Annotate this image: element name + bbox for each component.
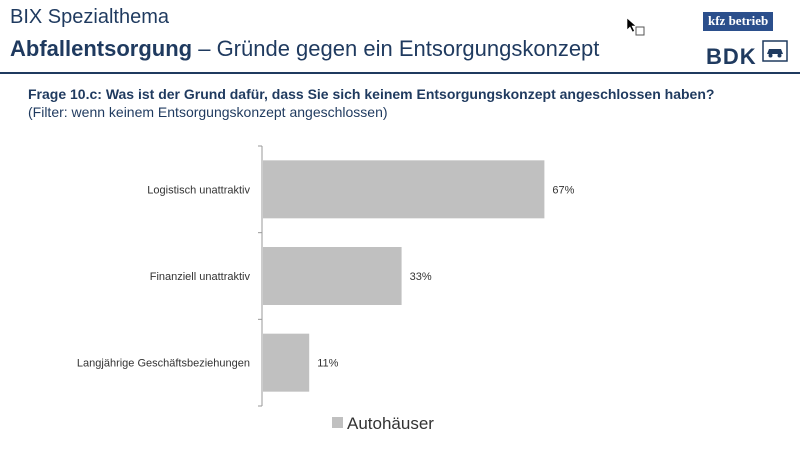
category-label: Logistisch unattraktiv	[147, 184, 250, 196]
chart-legend: Autohäuser	[332, 414, 434, 434]
value-label: 67%	[552, 184, 574, 196]
filter-text: (Filter: wenn keinem Entsorgungskonzept …	[28, 104, 388, 120]
bar-2	[263, 247, 402, 305]
bar-3	[263, 333, 310, 392]
bar-1	[263, 160, 545, 219]
legend-label: Autohäuser	[347, 414, 434, 433]
category-label: Langjährige Geschäftsbeziehungen	[77, 358, 250, 370]
bdk-car-icon	[762, 40, 788, 62]
legend-swatch	[332, 417, 343, 428]
header-subtitle: Abfallentsorgung – Gründe gegen ein Ents…	[10, 36, 599, 62]
kfz-betrieb-logo: kfz betrieb	[703, 12, 774, 31]
bdk-logo: BDK	[706, 44, 757, 69]
mouse-cursor-icon	[626, 17, 645, 36]
header-title: BIX Spezialthema	[10, 6, 169, 28]
subtitle-rest: – Gründe gegen ein Entsorgungskonzept	[192, 36, 600, 61]
value-label: 33%	[410, 271, 432, 283]
subtitle-strong: Abfallentsorgung	[10, 36, 193, 61]
value-label: 11%	[317, 358, 338, 370]
question-text: Frage 10.c: Was ist der Grund dafür, das…	[28, 86, 715, 102]
header-divider	[0, 72, 800, 74]
category-label: Finanziell unattraktiv	[150, 271, 251, 283]
